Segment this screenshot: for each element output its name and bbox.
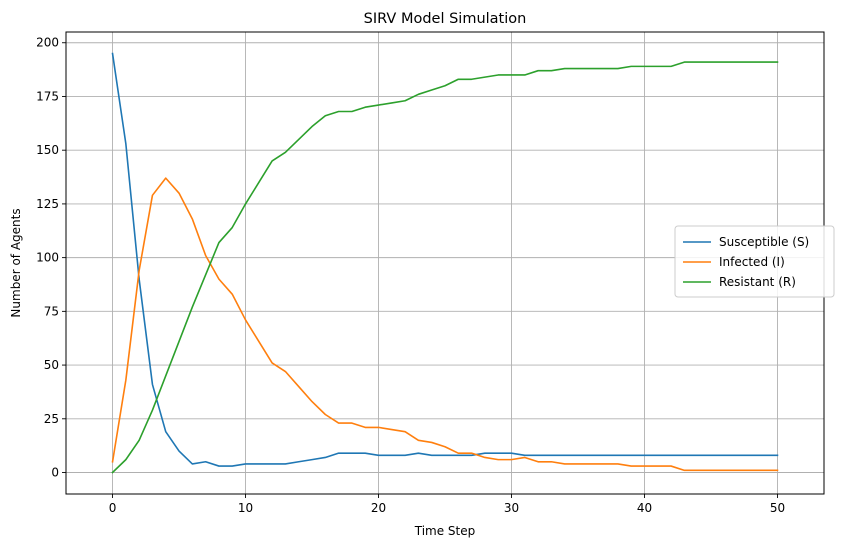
series-line-infected-i [111, 177, 779, 472]
y-tick-label: 125 [36, 197, 59, 211]
y-tick-label: 150 [36, 143, 59, 157]
legend-box [674, 225, 835, 298]
y-axis-ticks: 0 25 50 75 100 125 150 175 200 [36, 36, 66, 480]
y-axis-title: Number of Agents [9, 208, 23, 317]
y-tick-label: 100 [36, 251, 59, 265]
chart-title: SIRV Model Simulation [364, 11, 527, 27]
x-tick-label: 0 [109, 501, 117, 515]
y-tick-label: 175 [36, 89, 59, 103]
x-tick-label: 40 [637, 501, 652, 515]
y-tick-label: 0 [51, 466, 59, 480]
y-tick-label: 200 [36, 36, 59, 50]
y-tick-label: 25 [44, 412, 59, 426]
x-tick-label: 50 [770, 501, 785, 515]
x-axis-ticks: 0 10 20 30 40 50 [109, 494, 785, 515]
y-tick-label: 75 [44, 304, 59, 318]
legend: Susceptible (S) Infected (I) Resistant (R) [674, 225, 835, 298]
x-tick-label: 10 [238, 501, 253, 515]
legend-items: Susceptible (S) Infected (I) Resistant (R) [683, 235, 809, 289]
x-axis-title: Time Step [414, 524, 476, 538]
x-tick-label: 20 [371, 501, 386, 515]
legend-label-infected-i: Infected (I) [719, 255, 785, 269]
series-lines [111, 52, 779, 474]
series-line-resistant-r [111, 61, 779, 474]
legend-label-resistant-r: Resistant (R) [719, 275, 796, 289]
y-tick-label: 50 [44, 358, 59, 372]
legend-label-susceptible-s: Susceptible (S) [719, 235, 809, 249]
series-line-susceptible-s [111, 52, 779, 467]
x-tick-label: 30 [504, 501, 519, 515]
